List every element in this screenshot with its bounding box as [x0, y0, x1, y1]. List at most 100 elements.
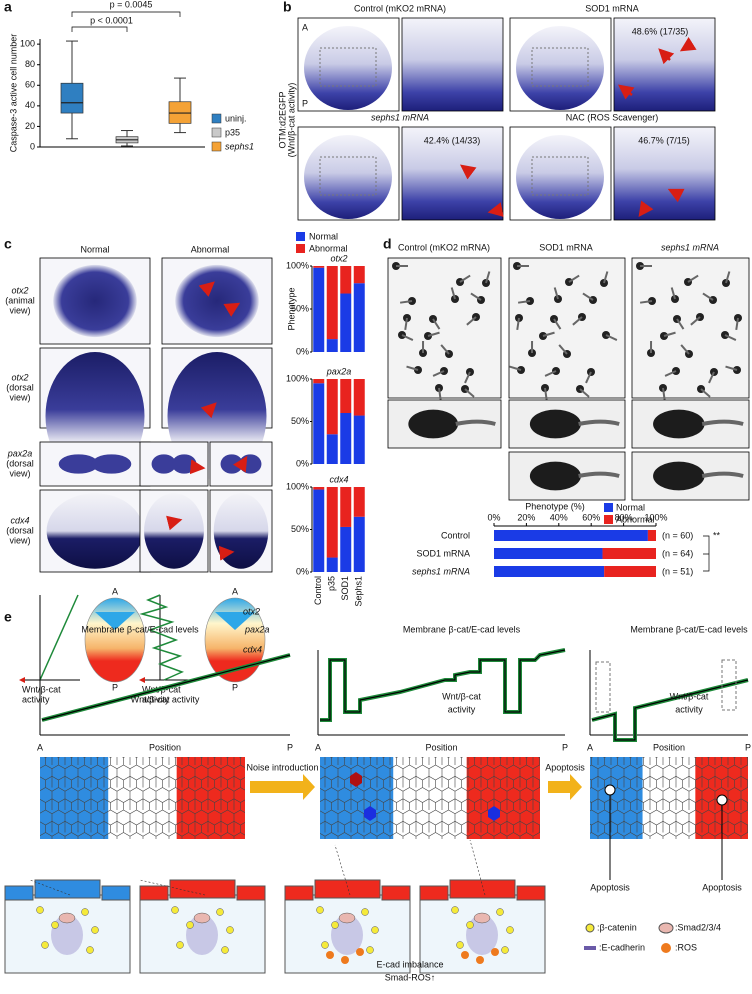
- larva-tail: [553, 287, 559, 300]
- embryo: [304, 135, 392, 219]
- stripe: [171, 454, 197, 474]
- red-arrow: [658, 48, 675, 65]
- larva-tail: [432, 370, 445, 377]
- step-label: Noise introduction: [246, 762, 318, 772]
- beta-catenin: [171, 906, 179, 914]
- red-arrow: [667, 188, 685, 203]
- beta-catenin: [496, 908, 504, 916]
- step-arrow: [548, 774, 582, 800]
- annotation: Smad-ROS↑: [385, 972, 436, 982]
- gene-label: cdx4: [243, 644, 262, 654]
- larva-tail: [572, 316, 583, 326]
- smad: [193, 912, 211, 924]
- bracket: [71, 26, 128, 32]
- larva-tail: [670, 287, 676, 300]
- beta-catenin: [221, 946, 229, 954]
- axis-label: A: [37, 742, 43, 752]
- beta-catenin: [456, 941, 464, 949]
- larva-tail: [516, 317, 520, 331]
- y-tick-label: sephs1 mRNA: [412, 566, 470, 576]
- row-view: (animal: [5, 295, 35, 305]
- annotation: Apoptosis: [590, 882, 630, 892]
- beta-catenin: [331, 921, 339, 929]
- frequency: 48.6% (17/35): [632, 26, 689, 36]
- larva-tail: [639, 300, 653, 304]
- axis-label: A: [112, 586, 118, 596]
- y-tick-label: Control: [441, 530, 470, 540]
- red-arrow: [198, 281, 215, 297]
- x-tick-label: SOD1: [340, 576, 350, 601]
- stripe: [151, 454, 177, 474]
- bar-segment: [494, 566, 605, 577]
- bar-segment: [340, 487, 352, 527]
- larva-tail: [455, 419, 496, 426]
- larva: [653, 461, 705, 491]
- legend-swatch: [211, 141, 222, 152]
- larva-tail: [725, 271, 731, 284]
- bar-segment: [340, 526, 352, 572]
- legend-label: p35: [225, 127, 240, 137]
- bar-segment: [604, 566, 656, 577]
- red-arrow: [233, 455, 248, 473]
- panel-label: e: [4, 609, 12, 625]
- nucleus: [51, 915, 83, 955]
- shield: [95, 612, 135, 630]
- cell-top: [419, 885, 449, 901]
- row-view: (dorsal: [6, 458, 34, 468]
- beta-catenin: [226, 926, 234, 934]
- beta-catenin: [176, 941, 184, 949]
- bar-segment: [353, 487, 365, 517]
- zoom-line: [469, 839, 486, 896]
- larva-tail: [701, 471, 744, 478]
- image-title: Control (mKO2 mRNA): [398, 242, 490, 252]
- activity-line: [591, 679, 749, 741]
- legend-label: Abnormal: [616, 514, 655, 524]
- x-tick-label: 20%: [517, 512, 535, 522]
- x-tick-label: Control: [313, 576, 323, 605]
- cell-top: [284, 885, 314, 901]
- larva-tail: [485, 271, 491, 284]
- larva-tail: [459, 274, 471, 283]
- axis-label: A: [232, 586, 238, 596]
- bar-segment: [340, 293, 352, 352]
- y-tick-label: 0%: [296, 346, 309, 356]
- beta-catenin: [51, 921, 59, 929]
- beta-catenin: [361, 908, 369, 916]
- ros: [476, 956, 484, 964]
- micrograph-zoom: [613, 126, 716, 221]
- legend-swatch: [296, 232, 305, 241]
- legend-swatch: [604, 515, 613, 524]
- y-tick-label: 50%: [291, 416, 309, 426]
- bar-segment: [602, 548, 656, 559]
- larva-tail: [404, 317, 408, 331]
- y-tick-label: 100%: [286, 260, 309, 270]
- bar-segment: [494, 530, 648, 541]
- larva-tail: [585, 371, 592, 384]
- step-label: Apoptosis: [545, 762, 585, 772]
- larva-tail: [509, 365, 522, 371]
- beta-catenin: [91, 926, 99, 934]
- beta-catenin: [316, 906, 324, 914]
- roi-box: [531, 156, 589, 196]
- row-gene: otx2: [11, 372, 28, 382]
- y-axis-label: Phenotype: [286, 287, 296, 330]
- nucleus: [466, 915, 498, 955]
- larva-tail: [406, 365, 419, 371]
- bar-segment: [313, 489, 325, 572]
- cell-top: [101, 885, 131, 901]
- larva-tail: [725, 365, 738, 371]
- beta-catenin: [501, 946, 509, 954]
- bar-segment: [340, 413, 352, 464]
- larva-tail: [401, 334, 414, 341]
- embryo-schematic: [204, 597, 266, 683]
- legend-swatch: [211, 113, 222, 124]
- red-arrow: [218, 545, 235, 561]
- larva-tail: [432, 318, 441, 330]
- gradient-line: [39, 594, 79, 681]
- larva-tail: [464, 388, 475, 398]
- larva-tail: [578, 419, 620, 426]
- legend-swatch: [211, 127, 222, 138]
- bar-segment: [353, 516, 365, 572]
- dashed-box: [721, 659, 737, 711]
- step-arrow: [250, 774, 315, 800]
